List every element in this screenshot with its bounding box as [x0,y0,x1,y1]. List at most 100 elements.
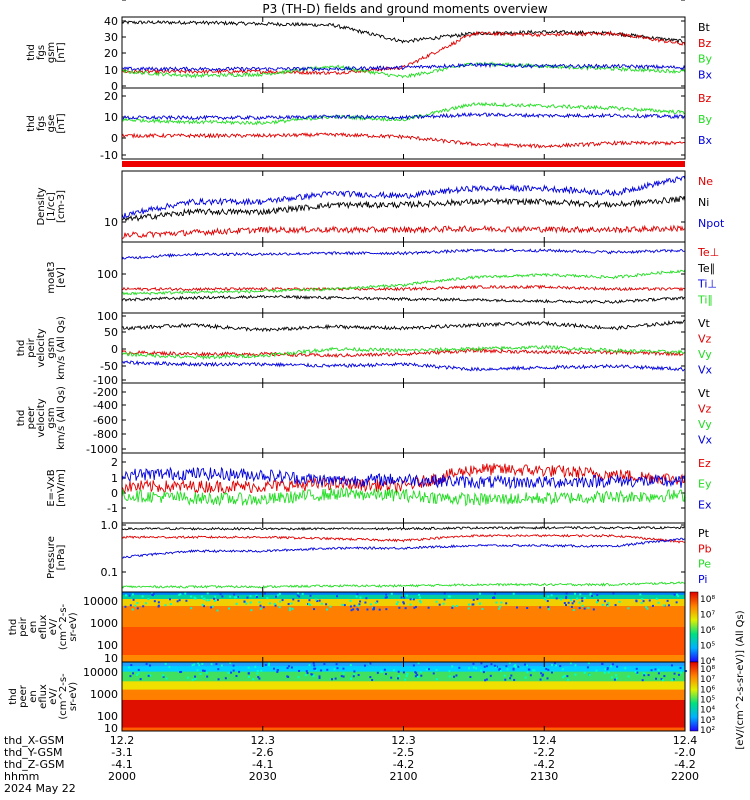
heatmap-cell [266,597,269,600]
heatmap-cell [232,664,235,667]
mode-bar [122,161,685,167]
heatmap-cell [236,595,239,598]
heatmap-cell [378,608,381,611]
heatmap-band [122,606,685,628]
heatmap-cell [639,593,642,596]
heatmap-cell [149,664,152,667]
series-line-bz [121,132,686,149]
heatmap-cell [484,679,487,682]
y-tick-label: 20 [104,47,118,60]
heatmap-cell [495,665,498,668]
heatmap-cell [318,599,321,602]
heatmap-cell [427,606,430,609]
heatmap-cell [646,607,649,610]
heatmap-cell [336,595,339,598]
heatmap-cell [397,670,400,673]
heatmap-cell [513,678,516,681]
y-tick-label: -20 [100,0,118,3]
heatmap-cell [157,604,160,607]
heatmap-cell [193,596,196,599]
xaxis-value: 2030 [249,770,277,783]
y-tick-label: -100 [93,374,118,387]
panel-frame [121,452,686,524]
y-tick-label: -50 [100,360,118,373]
heatmap-cell [364,601,367,604]
heatmap-cell [448,675,451,678]
heatmap-cell [453,675,456,678]
y-tick-label: -1000 [86,443,118,456]
heatmap-cell [647,674,650,677]
heatmap-cell [508,662,511,665]
heatmap-cell [404,678,407,681]
heatmap-cell [443,592,446,595]
heatmap-cell [417,675,420,678]
heatmap-cell [191,664,194,667]
heatmap-cell [472,666,475,669]
heatmap-cell [553,662,556,665]
heatmap-cell [340,675,343,678]
heatmap-cell [419,599,422,602]
heatmap-cell [412,598,415,601]
heatmap-cell [514,664,517,667]
heatmap-cell [297,592,300,595]
y-tick-label: -1200 [86,0,118,3]
heatmap-cell [372,608,375,611]
heatmap-cell [635,667,638,670]
heatmap-cell [657,601,660,604]
heatmap-cell [373,606,376,609]
heatmap-cell [323,663,326,666]
heatmap-cell [333,668,336,671]
heatmap-cell [186,676,189,679]
heatmap-cell [326,668,329,671]
heatmap-cell [308,664,311,667]
heatmap-cell [385,593,388,596]
heatmap-cell [481,607,484,610]
heatmap-cell [409,598,412,601]
heatmap-cell [566,678,569,681]
heatmap-cell [578,607,581,610]
heatmap-cell [641,598,644,601]
heatmap-cell [435,600,438,603]
heatmap-cell [201,669,204,672]
heatmap-cell [357,674,360,677]
heatmap-cell [210,663,213,666]
heatmap-cell [309,603,312,606]
heatmap-cell [329,605,332,608]
xaxis-value: -2.6 [252,746,273,759]
heatmap-cell [316,600,319,603]
heatmap-cell [164,662,167,665]
heatmap-cell [359,600,362,603]
series-line-te∥ [121,294,686,304]
heatmap-cell [435,668,438,671]
heatmap-cell [268,662,271,665]
heatmap-cell [614,604,617,607]
heatmap-cell [483,665,486,668]
heatmap-cell [353,673,356,676]
heatmap-cell [565,604,568,607]
heatmap-cell [142,605,145,608]
y-tick-label: 30 [104,31,118,44]
heatmap-cell [341,603,344,606]
heatmap-cell [615,677,618,680]
heatmap-cell [468,667,471,670]
heatmap-cell [500,601,503,604]
heatmap-cell [376,671,379,674]
y-tick-label: 10 [104,111,118,124]
heatmap-cell [467,603,470,606]
series-line-bx [121,62,686,72]
heatmap-cell [164,604,167,607]
heatmap-cell [309,594,312,597]
heatmap-cell [448,670,451,673]
heatmap-cell [190,607,193,610]
heatmap-cell [651,604,654,607]
heatmap-cell [472,598,475,601]
heatmap-cell [292,598,295,601]
heatmap-cell [165,677,168,680]
heatmap-cell [655,677,658,680]
y-tick-label: -400 [93,399,118,412]
heatmap-cell [260,669,263,672]
panel-pressure: Pressure[nPa] 1.0 0.1 Pt Pb Pe Pi [46,519,712,593]
heatmap-cell [136,602,139,605]
heatmap-cell [475,667,478,670]
heatmap-cell [313,667,316,670]
